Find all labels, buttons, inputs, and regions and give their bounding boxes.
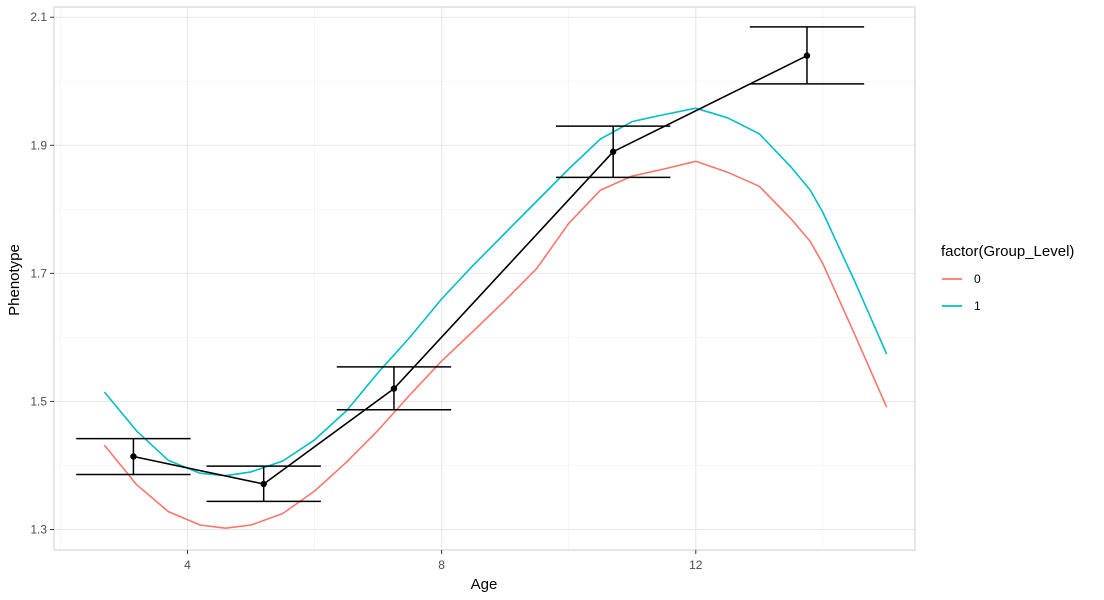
series-line-group-1 xyxy=(104,107,888,477)
legend: factor(Group_Level) 01 xyxy=(941,243,1074,313)
y-tick-label: 1.3 xyxy=(30,523,47,537)
x-tick-label: 4 xyxy=(184,558,191,572)
data-point xyxy=(260,480,267,488)
series-line-group-0 xyxy=(104,160,888,530)
data-point xyxy=(130,453,137,460)
legend-label: 1 xyxy=(974,299,981,313)
x-axis-title: Age xyxy=(471,576,498,593)
panel-frame xyxy=(53,6,916,551)
legend-title: factor(Group_Level) xyxy=(941,243,1074,260)
major-gridlines xyxy=(54,7,915,550)
y-tick-label: 2.1 xyxy=(30,10,47,24)
minor-gridlines xyxy=(54,7,915,550)
y-tick-label: 1.9 xyxy=(30,138,47,152)
data-point xyxy=(609,148,617,155)
data-point xyxy=(390,385,398,392)
data-point xyxy=(803,52,811,59)
y-tick-label: 1.5 xyxy=(30,394,47,408)
x-axis-ticks: 4 8 12 xyxy=(184,550,703,572)
x-tick-label: 12 xyxy=(689,558,703,572)
panel-border xyxy=(53,6,916,551)
x-tick-label: 8 xyxy=(438,558,445,572)
legend-entries: 01 xyxy=(942,272,981,313)
legend-label: 0 xyxy=(974,272,981,286)
plot-area xyxy=(54,7,915,550)
errorbar-layer xyxy=(76,26,865,503)
legend-entry-1: 1 xyxy=(942,299,981,313)
y-axis-ticks: 1.3 1.5 1.7 1.9 2.1 xyxy=(30,10,54,537)
y-axis-title: Phenotype xyxy=(6,244,23,316)
y-tick-label: 1.7 xyxy=(30,266,47,280)
points-layer xyxy=(130,52,811,488)
plot-background xyxy=(54,7,915,550)
legend-entry-0: 0 xyxy=(942,272,981,286)
